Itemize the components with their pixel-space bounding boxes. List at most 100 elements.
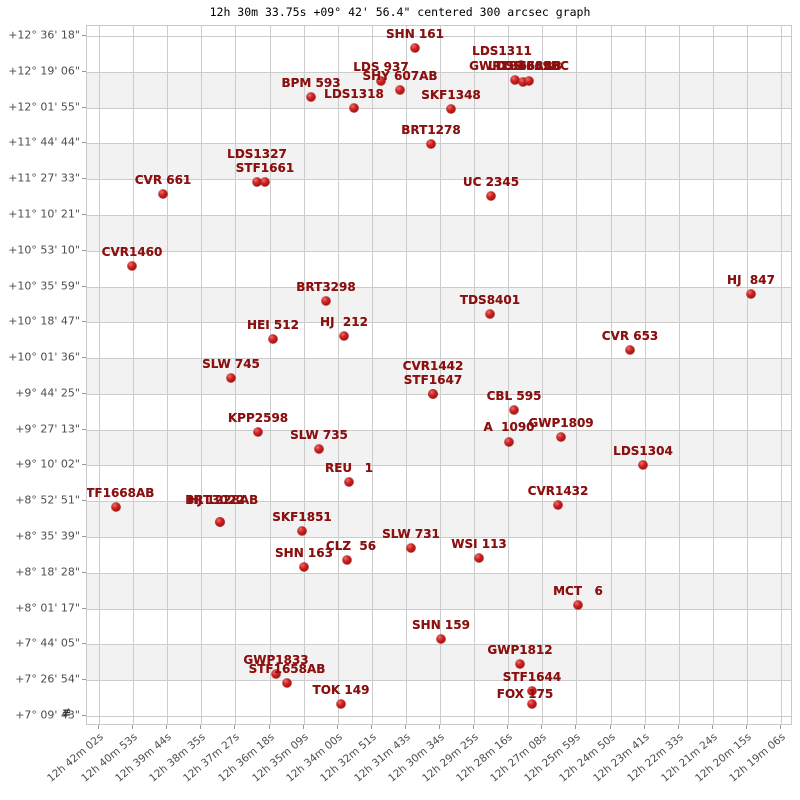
gridline-horizontal xyxy=(87,179,791,181)
star-marker[interactable] xyxy=(395,85,405,95)
y-axis-tick-label: +9° 10' 02" xyxy=(15,457,80,471)
star-marker[interactable] xyxy=(253,427,263,437)
star-marker[interactable] xyxy=(518,77,528,87)
x-axis-tick-label: 12h 42m 02s xyxy=(45,731,106,785)
axis-corner-artifact: ≢ xyxy=(62,706,72,719)
star-marker[interactable] xyxy=(527,699,537,709)
star-marker[interactable] xyxy=(252,177,262,187)
x-axis-tick-mark xyxy=(268,725,270,729)
x-axis-tick-mark xyxy=(677,725,679,729)
x-axis-tick-mark xyxy=(507,725,509,729)
star-marker[interactable] xyxy=(321,296,331,306)
gridline-vertical xyxy=(337,26,339,724)
gridline-horizontal xyxy=(87,358,791,360)
star-marker[interactable] xyxy=(406,543,416,553)
star-marker[interactable] xyxy=(297,526,307,536)
star-marker[interactable] xyxy=(339,331,349,341)
star-marker[interactable] xyxy=(509,405,519,415)
star-marker[interactable] xyxy=(342,555,352,565)
star-marker[interactable] xyxy=(428,389,438,399)
star-marker[interactable] xyxy=(504,437,514,447)
star-marker[interactable] xyxy=(516,60,526,70)
gridline-vertical xyxy=(235,26,237,724)
star-label: HEI 512 xyxy=(247,318,299,332)
star-marker[interactable] xyxy=(306,92,316,102)
star-marker[interactable] xyxy=(349,103,359,113)
star-marker[interactable] xyxy=(436,634,446,644)
gridline-vertical xyxy=(133,26,135,724)
y-axis-tick-label: +11° 44' 44" xyxy=(8,135,80,149)
star-marker[interactable] xyxy=(573,600,583,610)
x-axis-tick-mark xyxy=(404,725,406,729)
star-label: CVR1442 xyxy=(402,359,464,373)
star-marker[interactable] xyxy=(426,139,436,149)
star-marker[interactable] xyxy=(158,189,168,199)
star-marker[interactable] xyxy=(226,373,236,383)
star-label: CVR1432 xyxy=(527,484,589,498)
y-axis-tick-label: +11° 27' 33" xyxy=(8,171,80,185)
x-axis-tick-mark xyxy=(643,725,645,729)
gridline-vertical xyxy=(644,26,646,724)
star-label: BRT1278 xyxy=(401,123,461,137)
star-marker[interactable] xyxy=(376,76,386,86)
gridline-horizontal xyxy=(87,214,791,216)
row-band xyxy=(87,214,791,251)
gridline-horizontal xyxy=(87,286,791,288)
star-marker[interactable] xyxy=(638,460,648,470)
y-axis-tick-mark xyxy=(82,321,86,323)
star-marker[interactable] xyxy=(515,659,525,669)
gridline-vertical xyxy=(303,26,305,724)
star-marker[interactable] xyxy=(446,104,456,114)
star-marker[interactable] xyxy=(336,699,346,709)
gridline-horizontal xyxy=(87,322,791,324)
y-axis-tick-label: +8° 35' 39" xyxy=(15,529,80,543)
gridline-vertical xyxy=(99,26,100,724)
star-marker[interactable] xyxy=(314,444,324,454)
x-axis-tick-mark xyxy=(166,725,168,729)
star-marker[interactable] xyxy=(271,669,281,679)
star-label: CVR 653 xyxy=(601,329,659,343)
star-marker[interactable] xyxy=(344,477,354,487)
star-marker[interactable] xyxy=(556,432,566,442)
star-marker[interactable] xyxy=(527,686,537,696)
star-marker[interactable] xyxy=(111,502,121,512)
star-marker[interactable] xyxy=(553,500,563,510)
gridline-vertical xyxy=(610,26,612,724)
y-axis-tick-label: +10° 18' 47" xyxy=(8,314,80,328)
star-marker[interactable] xyxy=(746,289,756,299)
gridline-vertical xyxy=(371,26,373,724)
star-label: LDS1304 xyxy=(613,444,673,458)
star-marker[interactable] xyxy=(625,345,635,355)
star-marker[interactable] xyxy=(510,75,520,85)
gridline-vertical xyxy=(542,26,544,724)
star-marker[interactable] xyxy=(485,309,495,319)
star-marker[interactable] xyxy=(299,562,309,572)
star-marker[interactable] xyxy=(260,177,270,187)
star-marker[interactable] xyxy=(282,678,292,688)
star-label: STF1661 xyxy=(235,161,295,175)
y-axis-tick-label: +9° 27' 13" xyxy=(15,422,80,436)
star-marker[interactable] xyxy=(215,517,225,527)
row-band xyxy=(87,286,791,323)
star-marker[interactable] xyxy=(474,553,484,563)
y-axis-tick-label: +12° 36' 18" xyxy=(8,28,80,42)
star-marker[interactable] xyxy=(410,43,420,53)
x-axis-tick-mark xyxy=(132,725,134,729)
x-axis-tick-mark xyxy=(780,725,781,729)
star-label: SLW 735 xyxy=(290,428,348,442)
x-axis-tick-mark xyxy=(234,725,236,729)
star-marker[interactable] xyxy=(268,334,278,344)
row-band xyxy=(87,501,791,538)
star-label: A 1090 xyxy=(483,420,535,434)
star-label: BPM 593 xyxy=(281,76,341,90)
star-marker[interactable] xyxy=(127,261,137,271)
star-marker[interactable] xyxy=(524,76,534,86)
star-marker[interactable] xyxy=(486,191,496,201)
plot-area[interactable]: SHN 161 LDS1311 GWP1813AB LDS 663AB TDS 669B… xyxy=(86,25,792,725)
y-axis-tick-label: +12° 19' 06" xyxy=(8,64,80,78)
row-band xyxy=(87,71,791,108)
y-axis-tick-label: +11° 10' 21" xyxy=(8,207,80,221)
y-axis-tick-label: +10° 01' 36" xyxy=(8,350,80,364)
star-label: LDS1311 xyxy=(472,44,532,58)
